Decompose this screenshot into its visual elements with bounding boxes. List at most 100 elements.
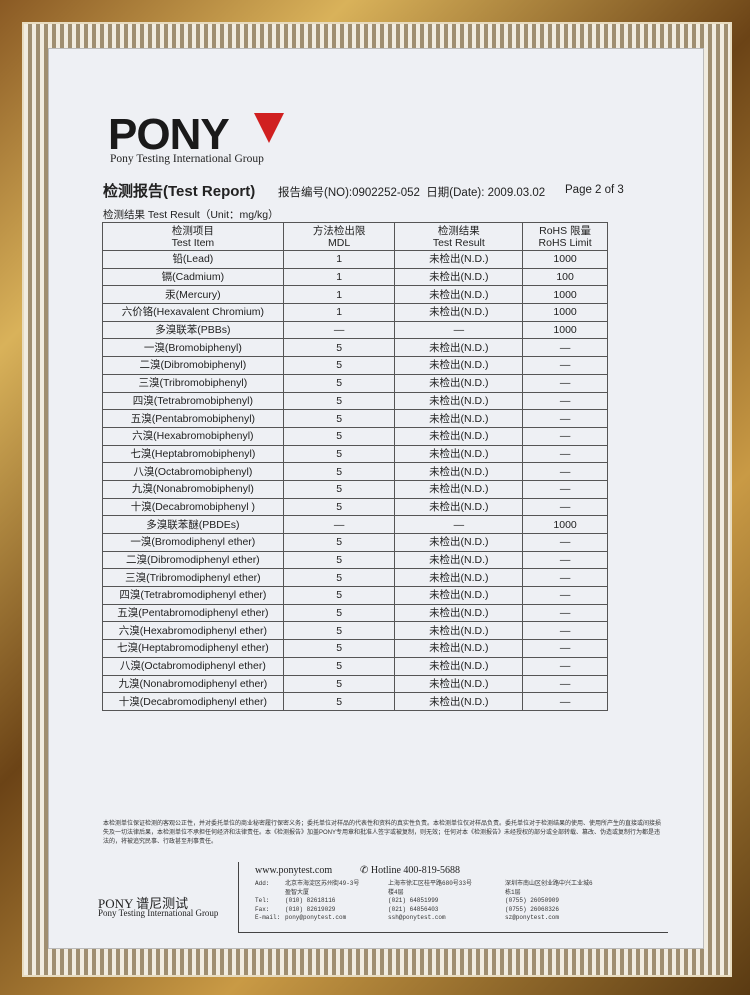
table-row: 六溴(Hexabromodiphenyl ether) 5 未检出(N.D.) — xyxy=(102,621,608,641)
contact-labels: Add: Tel: Fax: E-mail: xyxy=(255,880,281,921)
table-cell: 5 xyxy=(282,426,396,446)
table-cell: 未检出(N.D.) xyxy=(394,586,524,605)
table-cell: 多溴联苯醚(PBDEs) xyxy=(102,515,284,534)
table-cell: — xyxy=(522,674,608,694)
table-header-row: 检测项目 Test Item 方法检出限 MDL 检测结果 Test Result RoHS… xyxy=(102,222,608,251)
column-header: RoHS 限量 RoHS Limit xyxy=(522,222,608,251)
column-header: 检测项目 Test Item xyxy=(102,222,284,251)
unit-label: 检测结果 Test Result（Unit：mg/kg） xyxy=(103,209,279,221)
table-cell: 未检出(N.D.) xyxy=(394,621,524,641)
header-cn: 检测结果 xyxy=(437,224,480,237)
results-table: 检测项目 Test Item 方法检出限 MDL 检测结果 Test Result RoHS… xyxy=(102,222,608,711)
table-cell: 100 xyxy=(522,267,608,287)
table-cell: 未检出(N.D.) xyxy=(394,391,524,411)
footer-logo: PONY 谱尼测试 xyxy=(98,896,189,911)
table-cell: 1 xyxy=(282,267,396,287)
table-cell: 未检出(N.D.) xyxy=(394,444,524,464)
footer-logo-subtitle: Pony Testing International Group xyxy=(98,908,219,918)
table-row: 五溴(Pentabromobiphenyl) 5 未检出(N.D.) — xyxy=(102,409,608,428)
header-en: RoHS Limit xyxy=(538,236,592,249)
divider xyxy=(238,932,668,933)
table-row: 十溴(Decabromobiphenyl ) 5 未检出(N.D.) — xyxy=(102,497,608,517)
logo-subtitle: Pony Testing International Group xyxy=(110,153,264,165)
table-cell: 1 xyxy=(282,250,396,269)
table-cell: 5 xyxy=(282,568,396,588)
divider xyxy=(238,862,239,932)
table-cell: 5 xyxy=(282,533,396,552)
table-cell: 六价铬(Hexavalent Chromium) xyxy=(102,303,284,322)
table-cell: 未检出(N.D.) xyxy=(394,656,524,676)
table-row: 七溴(Heptabromobiphenyl) 5 未检出(N.D.) — xyxy=(102,444,608,464)
shanghai-contact: 上海市徐汇区桂平路680号33号 楼4层 (021) 64851999 (021… xyxy=(388,880,473,921)
report-meta: 报告编号(NO):0902252-052 日期(Date): 2009.03.0… xyxy=(278,184,545,200)
table-cell: 四溴(Tetrabromodiphenyl ether) xyxy=(102,586,284,605)
table-cell: 六溴(Hexabromodiphenyl ether) xyxy=(102,621,284,641)
table-cell: 1000 xyxy=(522,285,608,305)
column-header: 检测结果 Test Result xyxy=(394,222,524,251)
table-cell: — xyxy=(522,338,608,358)
report-number: 报告编号(NO):0902252-052 xyxy=(278,187,420,199)
table-cell: — xyxy=(522,603,608,623)
table-cell: 三溴(Tribromodiphenyl ether) xyxy=(102,568,284,588)
table-row: 一溴(Bromodiphenyl ether) 5 未检出(N.D.) — xyxy=(102,533,608,552)
table-row: 八溴(Octabromodiphenyl ether) 5 未检出(N.D.) — xyxy=(102,656,608,676)
table-cell: 5 xyxy=(282,639,396,658)
table-row: 三溴(Tribromobiphenyl) 5 未检出(N.D.) — xyxy=(102,373,608,393)
page-number: Page 2 of 3 xyxy=(565,184,624,196)
table-cell: 5 xyxy=(282,550,396,570)
table-cell: 1000 xyxy=(522,303,608,322)
table-row: 二溴(Dibromodiphenyl ether) 5 未检出(N.D.) — xyxy=(102,550,608,570)
table-cell: 未检出(N.D.) xyxy=(394,568,524,588)
table-cell: 未检出(N.D.) xyxy=(394,550,524,570)
table-row: 多溴联苯(PBBs) — —1000 xyxy=(102,320,608,340)
table-cell: 1000 xyxy=(522,320,608,340)
column-header: 方法检出限 MDL xyxy=(282,222,396,251)
table-cell: 未检出(N.D.) xyxy=(394,338,524,358)
table-cell: — xyxy=(282,515,396,534)
website-link[interactable]: www.ponytest.com xyxy=(255,865,333,876)
header-cn: 检测项目 xyxy=(171,224,214,237)
hotline: ✆ Hotline 400-819-5688 xyxy=(360,865,460,876)
table-row: 三溴(Tribromodiphenyl ether) 5 未检出(N.D.) — xyxy=(102,568,608,588)
table-cell: — xyxy=(522,621,608,641)
logo-triangle-icon xyxy=(254,113,284,143)
table-cell: 十溴(Decabromodiphenyl ether) xyxy=(102,692,284,711)
table-cell: — xyxy=(522,692,608,711)
table-cell: 一溴(Bromodiphenyl ether) xyxy=(102,533,284,552)
table-cell: 多溴联苯(PBBs) xyxy=(102,320,284,340)
table-cell: 五溴(Pentabromobiphenyl) xyxy=(102,409,284,428)
table-cell: 九溴(Nonabromodiphenyl ether) xyxy=(102,674,284,694)
table-cell: 未检出(N.D.) xyxy=(394,373,524,393)
table-cell: 5 xyxy=(282,586,396,605)
table-cell: 六溴(Hexabromobiphenyl) xyxy=(102,426,284,446)
table-cell: — xyxy=(522,656,608,676)
table-row: 一溴(Bromobiphenyl) 5 未检出(N.D.) — xyxy=(102,338,608,358)
table-cell: 1 xyxy=(282,285,396,305)
table-cell: 5 xyxy=(282,356,396,375)
phone-icon: ✆ xyxy=(360,865,369,876)
table-row: 四溴(Tetrabromobiphenyl) 5 未检出(N.D.) — xyxy=(102,391,608,411)
table-cell: 5 xyxy=(282,391,396,411)
table-row: 六溴(Hexabromobiphenyl) 5 未检出(N.D.) — xyxy=(102,426,608,446)
table-cell: 5 xyxy=(282,621,396,641)
table-row: 十溴(Decabromodiphenyl ether) 5 未检出(N.D.) — xyxy=(102,692,608,711)
table-cell: — xyxy=(522,533,608,552)
table-row: 汞(Mercury) 1 未检出(N.D.) 1000 xyxy=(102,285,608,305)
table-cell: 5 xyxy=(282,603,396,623)
table-cell: — xyxy=(522,462,608,481)
table-cell: 八溴(Octabromodiphenyl ether) xyxy=(102,656,284,676)
table-cell: — xyxy=(522,639,608,658)
table-cell: 5 xyxy=(282,409,396,428)
table-cell: 二溴(Dibromobiphenyl) xyxy=(102,356,284,375)
table-cell: — xyxy=(522,356,608,375)
table-row: 九溴(Nonabromobiphenyl) 5 未检出(N.D.) — xyxy=(102,479,608,499)
disclaimer: 本检测单位保证检测的客观公正性，并对委托单位的商业秘密履行保密义务；委托单位对样… xyxy=(103,821,662,845)
shenzhen-contact: 深圳市南山区创业路中兴工业城6 栋1层 (0755) 26050909 (075… xyxy=(505,880,593,921)
table-row: 四溴(Tetrabromodiphenyl ether) 5 未检出(N.D.) — xyxy=(102,586,608,605)
table-cell: 5 xyxy=(282,497,396,517)
report-title: 检测报告(Test Report) xyxy=(103,183,256,200)
table-cell: 未检出(N.D.) xyxy=(394,250,524,269)
table-cell: 未检出(N.D.) xyxy=(394,692,524,711)
table-cell: 1000 xyxy=(522,515,608,534)
report-date: 日期(Date): 2009.03.02 xyxy=(426,187,546,199)
